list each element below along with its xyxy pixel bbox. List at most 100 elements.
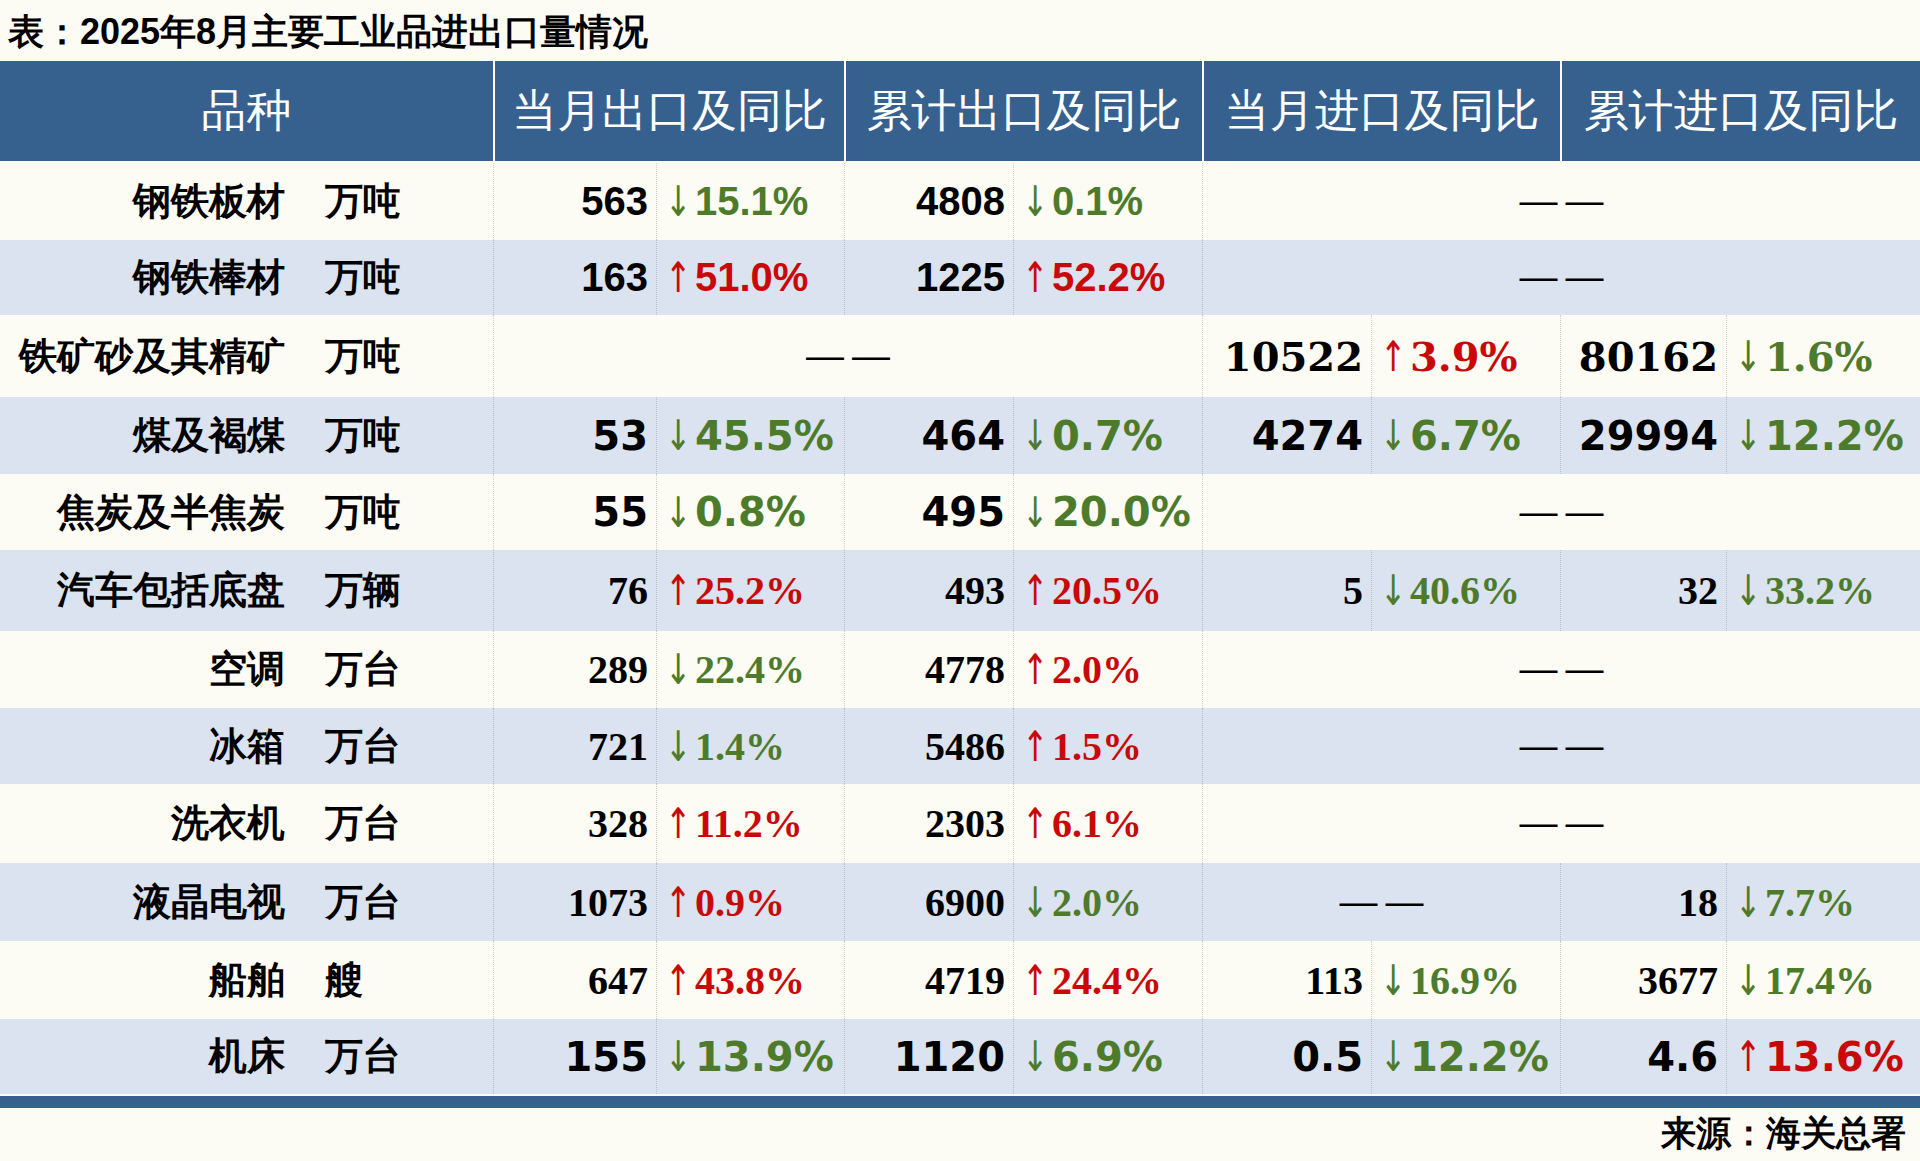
source-label: 来源：海关总署 (1661, 1110, 1906, 1156)
down-arrow-icon: ↓ (665, 177, 685, 226)
cumulative_import-value: 29994 (1560, 397, 1726, 474)
import-dash: —— (1202, 708, 1920, 784)
product-cell: 液晶电视万台 (0, 863, 493, 941)
cumulative_export-pct-text: 0.1% (1052, 179, 1143, 224)
monthly_import-pct-text: 16.9% (1410, 957, 1520, 1004)
down-arrow-icon: ↓ (665, 411, 685, 460)
monthly_export-percent: ↓15.1% (656, 163, 844, 240)
table-row: 煤及褐煤万吨53↓45.5%464↓0.7%4274↓6.7%29994↓12.… (0, 397, 1920, 474)
table-row: 钢铁板材万吨563↓15.1%4808↓0.1%—— (0, 163, 1920, 240)
table-title: 表：2025年8月主要工业品进出口量情况 (8, 8, 648, 57)
monthly_import-percent: ↓16.9% (1371, 941, 1560, 1019)
monthly_import-value: 113 (1202, 941, 1371, 1019)
monthly_export-value: 163 (493, 240, 656, 315)
header-cumulative-export: 累计出口及同比 (844, 61, 1202, 161)
down-arrow-icon: ↓ (1735, 411, 1755, 460)
product-unit: 万吨 (325, 176, 401, 227)
cumulative_export-value: 2303 (844, 784, 1013, 863)
cumulative_export-percent: ↓6.9% (1013, 1019, 1202, 1094)
page: 表：2025年8月主要工业品进出口量情况 品种 当月出口及同比 累计出口及同比 … (0, 0, 1920, 1161)
cumulative_export-value: 4719 (844, 941, 1013, 1019)
monthly_export-percent: ↑0.9% (656, 863, 844, 941)
monthly_import-value: 10522 (1202, 315, 1371, 397)
table-row: 机床万台155↓13.9%1120↓6.9%0.5↓12.2%4.6↑13.6% (0, 1019, 1920, 1094)
product-name: 钢铁棒材 (0, 252, 285, 303)
table-row: 汽车包括底盘万辆76↑25.2%493↑20.5%5↓40.6%32↓33.2% (0, 550, 1920, 631)
product-name: 机床 (0, 1031, 285, 1082)
cumulative_export-percent: ↑6.1% (1013, 784, 1202, 863)
product-cell: 机床万台 (0, 1019, 493, 1094)
monthly_export-pct-text: 25.2% (695, 567, 805, 614)
monthly_export-pct-text: 15.1% (695, 179, 808, 224)
header-monthly-import: 当月进口及同比 (1202, 61, 1560, 161)
monthly_export-percent: ↑25.2% (656, 550, 844, 631)
cumulative_export-value: 4778 (844, 631, 1013, 708)
table-row: 液晶电视万台1073↑0.9%6900↓2.0%——18↓7.7% (0, 863, 1920, 941)
monthly_export-value: 55 (493, 474, 656, 550)
cumulative_import-pct-text: 12.2% (1765, 413, 1904, 459)
product-unit: 艘 (325, 955, 363, 1006)
monthly_export-pct-text: 11.2% (695, 800, 803, 847)
product-unit: 万台 (325, 798, 401, 849)
monthly_import-value: 5 (1202, 550, 1371, 631)
cumulative_import-value: 80162 (1560, 315, 1726, 397)
export-dash: —— (493, 315, 1202, 397)
up-arrow-icon: ↑ (665, 878, 685, 927)
table-row: 钢铁棒材万吨163↑51.0%1225↑52.2%—— (0, 240, 1920, 315)
monthly_export-value: 721 (493, 708, 656, 784)
import-dash: —— (1202, 474, 1920, 550)
table-row: 洗衣机万台328↑11.2%2303↑6.1%—— (0, 784, 1920, 863)
monthly_import-value: 4274 (1202, 397, 1371, 474)
cumulative_export-value: 1225 (844, 240, 1013, 315)
cumulative_export-value: 1120 (844, 1019, 1013, 1094)
monthly_export-value: 563 (493, 163, 656, 240)
monthly_export-value: 647 (493, 941, 656, 1019)
cumulative_export-percent: ↓0.1% (1013, 163, 1202, 240)
product-name: 铁矿砂及其精矿 (0, 331, 285, 382)
monthly_import-pct-text: 3.9% (1410, 333, 1518, 380)
up-arrow-icon: ↑ (1022, 956, 1042, 1005)
cumulative_export-percent: ↑1.5% (1013, 708, 1202, 784)
cumulative_export-percent: ↑2.0% (1013, 631, 1202, 708)
cumulative_import-percent: ↓33.2% (1726, 550, 1920, 631)
product-cell: 冰箱万台 (0, 708, 493, 784)
product-unit: 万台 (325, 1031, 401, 1082)
down-arrow-icon: ↓ (1022, 488, 1042, 537)
product-unit: 万吨 (325, 252, 401, 303)
product-name: 空调 (0, 644, 285, 695)
down-arrow-icon: ↓ (1022, 411, 1042, 460)
monthly_export-pct-text: 0.8% (695, 489, 806, 535)
product-cell: 洗衣机万台 (0, 784, 493, 863)
cumulative_export-pct-text: 6.9% (1052, 1034, 1163, 1080)
cumulative_import-percent: ↓1.6% (1726, 315, 1920, 397)
up-arrow-icon: ↑ (1735, 1032, 1755, 1081)
monthly_export-pct-text: 1.4% (695, 723, 785, 770)
monthly_export-percent: ↑51.0% (656, 240, 844, 315)
monthly_export-percent: ↓45.5% (656, 397, 844, 474)
cumulative_export-pct-text: 2.0% (1052, 879, 1142, 926)
down-arrow-icon: ↓ (1022, 177, 1042, 226)
cumulative_export-percent: ↑52.2% (1013, 240, 1202, 315)
up-arrow-icon: ↑ (665, 799, 685, 848)
monthly_export-pct-text: 13.9% (695, 1034, 834, 1080)
cumulative_import-value: 18 (1560, 863, 1726, 941)
cumulative_import-percent: ↑13.6% (1726, 1019, 1920, 1094)
product-cell: 汽车包括底盘万辆 (0, 550, 493, 631)
up-arrow-icon: ↑ (1022, 645, 1042, 694)
cumulative_export-percent: ↑20.5% (1013, 550, 1202, 631)
cumulative_export-pct-text: 20.5% (1052, 567, 1162, 614)
monthly_import-value: 0.5 (1202, 1019, 1371, 1094)
monthly_export-pct-text: 22.4% (695, 646, 805, 693)
table-row: 空调万台289↓22.4%4778↑2.0%—— (0, 631, 1920, 708)
monthly_import-percent: ↑3.9% (1371, 315, 1560, 397)
cumulative_export-pct-text: 20.0% (1052, 489, 1191, 535)
cumulative_export-value: 464 (844, 397, 1013, 474)
product-name: 煤及褐煤 (0, 410, 285, 461)
cumulative_import-percent: ↓7.7% (1726, 863, 1920, 941)
product-cell: 空调万台 (0, 631, 493, 708)
monthly_export-value: 1073 (493, 863, 656, 941)
monthly_export-value: 289 (493, 631, 656, 708)
monthly_import-percent: ↓40.6% (1371, 550, 1560, 631)
product-cell: 铁矿砂及其精矿万吨 (0, 315, 493, 397)
cumulative_export-value: 4808 (844, 163, 1013, 240)
